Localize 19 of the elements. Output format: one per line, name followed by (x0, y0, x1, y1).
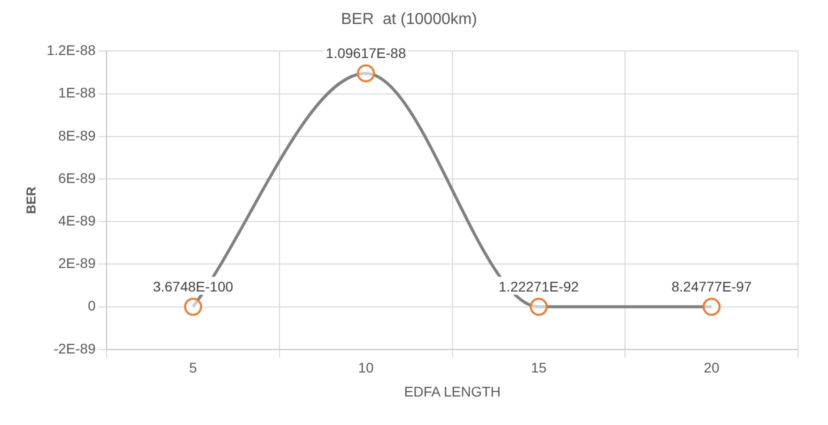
y-tick-label: 1E-88 (58, 84, 96, 101)
chart-title: BER at (10000km) (340, 11, 478, 28)
data-label: 3.6748E-100 (152, 278, 234, 295)
data-label: 8.24777E-97 (671, 278, 752, 295)
y-tick-label: 6E-89 (58, 170, 96, 186)
x-tick-label: 5 (189, 360, 198, 376)
data-label: 1.22271E-92 (498, 278, 580, 295)
x-tick-label: 20 (704, 360, 720, 376)
y-axis-title: BER (23, 186, 38, 214)
y-tick-label: -2E-89 (54, 340, 96, 356)
y-tick-label: 4E-89 (58, 212, 96, 228)
x-tick-label: 10 (358, 360, 374, 376)
y-tick-label: 8E-89 (58, 127, 96, 144)
y-tick-label: 0 (88, 298, 96, 314)
y-tick-label: 1.2E-88 (46, 42, 96, 58)
x-tick-label: 15 (530, 360, 547, 376)
y-tick-label: 2E-89 (58, 255, 96, 272)
data-label: 1.09617E-88 (326, 45, 406, 62)
x-axis-title: EDFA LENGTH (404, 383, 501, 400)
